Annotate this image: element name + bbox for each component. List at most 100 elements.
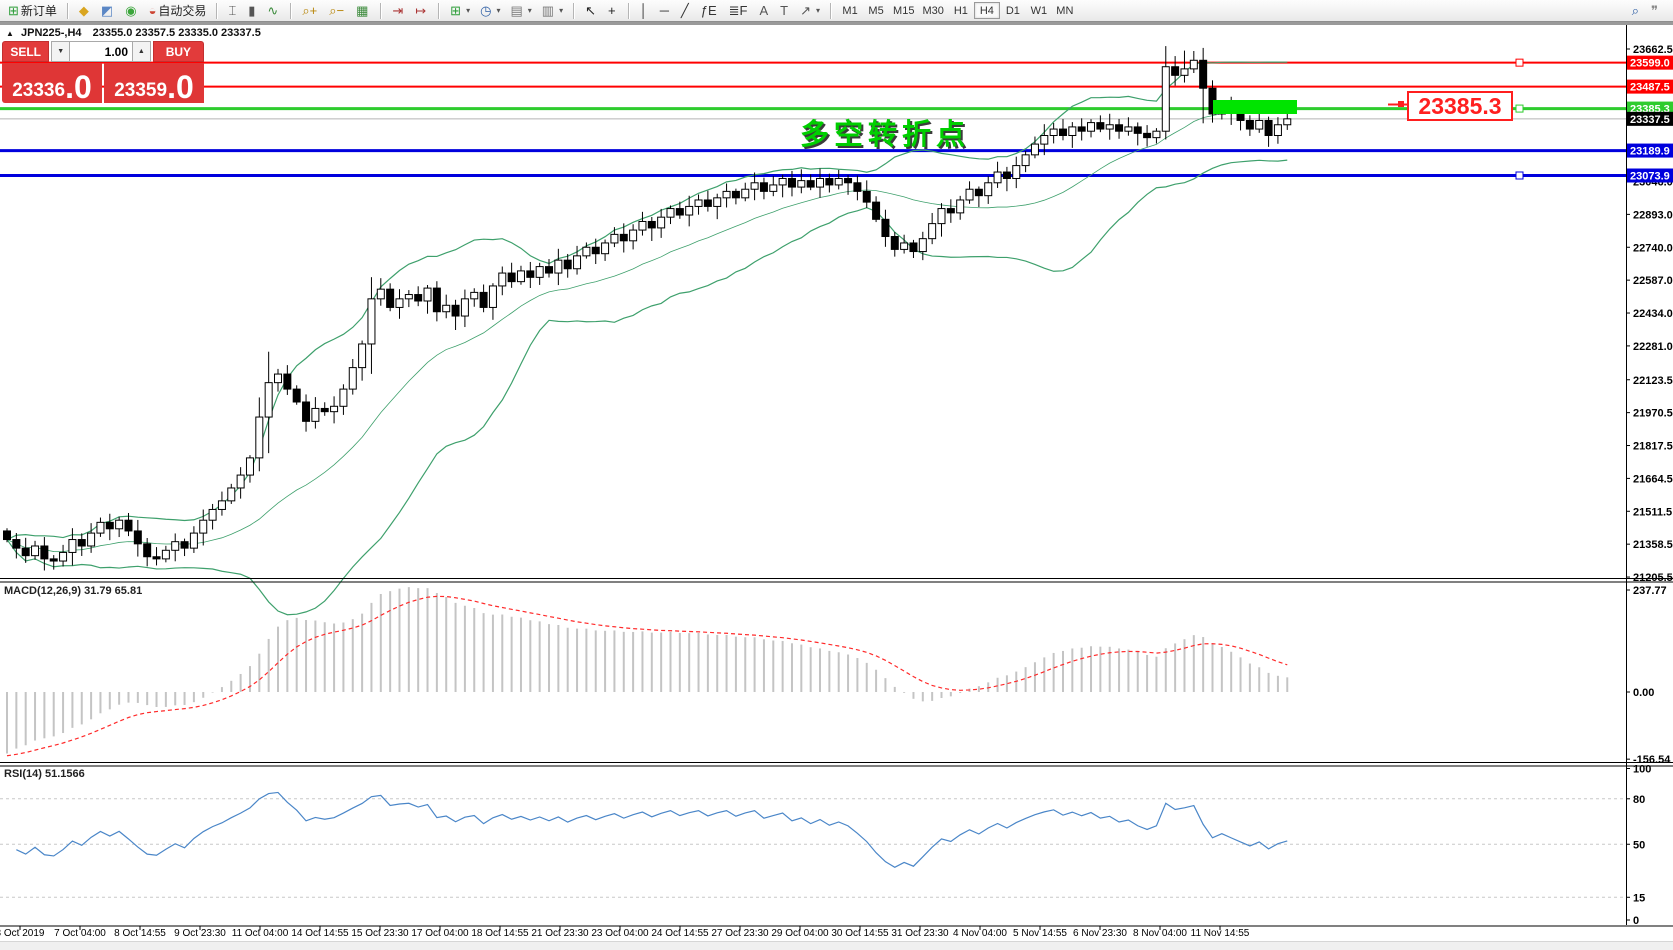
channels-button[interactable]: ≣F	[724, 2, 755, 20]
profiles-button[interactable]: ▥ ▾	[537, 2, 568, 20]
text-label-button[interactable]: T	[775, 2, 795, 20]
fibonacci-glyph: ƒE	[700, 3, 717, 18]
time-axis-label: 21 Oct 23:30	[531, 928, 589, 939]
candle-body	[87, 532, 96, 547]
templates-button[interactable]: ▤ ▾	[505, 2, 536, 20]
auto-scroll-button[interactable]: ⇥	[387, 2, 410, 20]
svg-text:22740.0: 22740.0	[1633, 242, 1673, 254]
candle-body	[797, 180, 806, 188]
candle-body	[526, 270, 535, 278]
candle-body	[227, 487, 236, 502]
signal-icon-glyph: ◉	[125, 3, 137, 18]
candle-body	[741, 188, 750, 199]
chart-shift-button[interactable]: ↦	[410, 2, 433, 20]
buy-price-box[interactable]: 23359 .0	[104, 63, 204, 103]
candle-body	[675, 208, 684, 216]
candle-body	[1058, 128, 1067, 137]
time-axis-label: 8 Oct 14:55	[114, 928, 166, 939]
text-button[interactable]: A	[755, 2, 776, 20]
cursor-glyph: ↖	[585, 3, 596, 18]
tile-windows-button[interactable]: ▦	[351, 2, 375, 20]
candle-body	[816, 177, 825, 188]
signal-icon[interactable]: ◉	[120, 2, 143, 20]
sell-price-box[interactable]: 23336 .0	[2, 63, 102, 103]
candle-body	[956, 199, 965, 214]
zoom-out-button[interactable]: ⌕−	[324, 2, 351, 20]
volume-decrease-button[interactable]: ▼	[51, 41, 71, 62]
fibonacci-button[interactable]: ƒE	[696, 2, 724, 20]
volume-increase-button[interactable]: ▲	[132, 41, 151, 62]
candle-body	[479, 291, 488, 308]
candle-body	[1049, 128, 1058, 137]
timeframe-m30-button[interactable]: M30	[918, 2, 947, 19]
price-level-tag[interactable]: 23385.3	[1407, 91, 1513, 121]
timeframe-w1-button[interactable]: W1	[1026, 2, 1052, 19]
timeframe-d1-button[interactable]: D1	[1000, 2, 1026, 19]
candle-body	[1264, 119, 1273, 137]
zoom-in-button[interactable]: ⌕+	[297, 2, 324, 20]
cursor-button[interactable]: ↖	[580, 2, 603, 20]
periods-button[interactable]: ◷ ▾	[475, 2, 505, 20]
candle-body	[208, 508, 217, 521]
candle-body	[1096, 122, 1105, 130]
candle-body	[806, 180, 815, 188]
candle-body	[1245, 119, 1254, 130]
candle-body	[414, 294, 423, 302]
candle-body	[180, 541, 189, 549]
timeframe-m1-button[interactable]: M1	[837, 2, 863, 19]
timeframe-mn-button[interactable]: MN	[1052, 2, 1078, 19]
time-axis-layer: 3 Oct 2019 7 Oct 04:00 8 Oct 14:55 9 Oct 23…	[0, 926, 1250, 939]
candle-body	[264, 382, 273, 418]
bar-chart-button[interactable]: ⌶	[223, 2, 243, 20]
timeframe-m15-button[interactable]: M15	[889, 2, 918, 19]
candle-body	[1152, 130, 1161, 139]
indicators-button[interactable]: ⊞ ▾	[445, 2, 475, 20]
candlestick-chart-button[interactable]: ▮	[243, 2, 262, 20]
chevron-down-icon: ▾	[559, 6, 564, 15]
candle-body	[647, 220, 656, 229]
vertical-line-button[interactable]: │	[635, 2, 655, 20]
candle-body	[900, 242, 909, 250]
search-icon[interactable]: ⌕	[1627, 2, 1646, 20]
crosshair-button[interactable]: +	[603, 2, 623, 20]
timeframe-m5-button[interactable]: M5	[863, 2, 889, 19]
candle-body	[498, 272, 507, 287]
timeframe-h4-button[interactable]: H4	[973, 2, 1000, 19]
candle-body	[442, 304, 451, 313]
candle-body	[582, 246, 591, 257]
time-axis-label: 7 Oct 04:00	[54, 928, 106, 939]
line-handle[interactable]	[1515, 58, 1524, 67]
volume-input[interactable]	[70, 41, 133, 62]
trendline-button[interactable]: ╱	[676, 2, 696, 20]
autotrading-button[interactable]: ◒ 自动交易	[144, 2, 212, 20]
line-chart-button[interactable]: ∿	[262, 2, 285, 20]
toolbar-separator	[438, 2, 441, 19]
line-handle[interactable]	[1515, 104, 1524, 113]
price-tag-anchor[interactable]	[1398, 101, 1404, 107]
candle-body	[918, 238, 927, 253]
horizontal-line-button[interactable]: ─	[655, 2, 676, 20]
highlight-zone-rect[interactable]	[1213, 100, 1297, 114]
arrows-button[interactable]: ↗ ▾	[795, 2, 825, 20]
chart-ohlc-values: 23355.0 23357.5 23335.0 23337.5	[92, 27, 261, 39]
candle-body	[862, 190, 871, 203]
arrows-glyph: ↗	[800, 3, 812, 18]
depth-of-market-icon[interactable]: ◩	[96, 2, 120, 20]
chat-icon[interactable]: ❞	[1646, 2, 1665, 20]
new-order-button[interactable]: ⊞ 新订单	[3, 2, 62, 20]
candle-body	[376, 288, 385, 300]
timeframe-h1-button[interactable]: H1	[948, 2, 974, 19]
chevron-down-icon: ▾	[816, 6, 821, 15]
new-order-button-label: 新订单	[20, 4, 57, 18]
buy-button[interactable]: BUY	[152, 41, 204, 62]
tag-icon[interactable]: ◆	[74, 2, 96, 20]
sell-button[interactable]: SELL	[2, 41, 50, 62]
candle-body	[984, 182, 993, 197]
line-handle[interactable]	[1515, 171, 1524, 180]
profiles-glyph: ▥	[541, 3, 555, 18]
candle-body	[199, 519, 208, 534]
candle-body	[1273, 124, 1282, 137]
candle-body	[115, 519, 124, 530]
collapse-panel-icon[interactable]: ▲	[6, 29, 14, 38]
